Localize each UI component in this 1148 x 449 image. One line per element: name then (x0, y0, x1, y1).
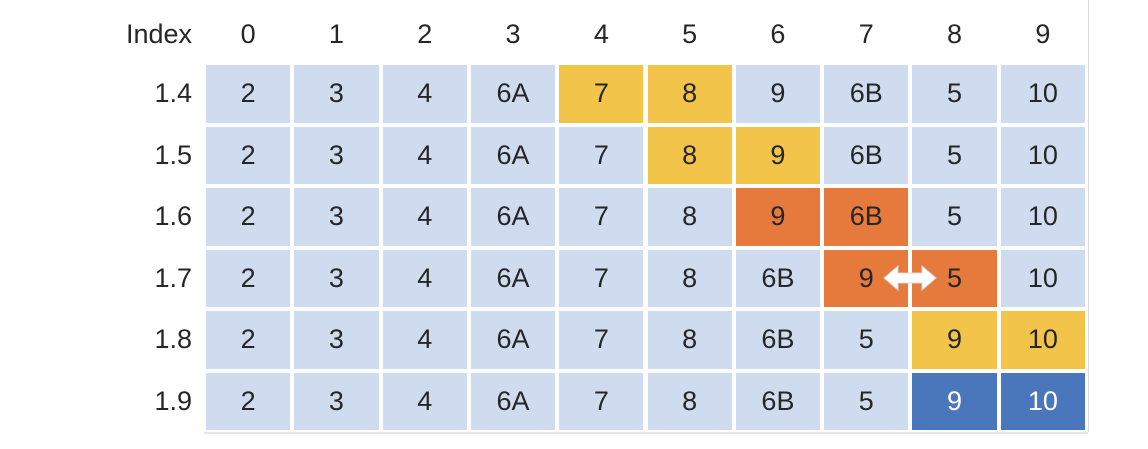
array-cell: 10 (998, 309, 1087, 371)
array-cell: 3 (292, 309, 381, 371)
array-cell: 8 (645, 63, 734, 125)
array-cell: 6B (822, 63, 911, 125)
column-index-header: 9 (1035, 18, 1051, 49)
column-index-header: 1 (328, 18, 344, 49)
array-cell: 7 (557, 309, 646, 371)
frame-right-edge (1088, 0, 1089, 432)
row-step-label: 1.4 (154, 78, 192, 109)
row-step-label: 1.6 (154, 201, 192, 232)
column-index-header: 5 (682, 18, 698, 49)
array-cell: 5 (910, 124, 999, 186)
array-cell: 4 (380, 247, 469, 309)
array-cell: 7 (557, 63, 646, 125)
index-header-label: Index (125, 18, 192, 49)
array-cell: 8 (645, 309, 734, 371)
array-cell: 6B (733, 370, 823, 432)
column-index-header: 7 (858, 18, 874, 49)
array-cell: 6B (822, 186, 911, 248)
array-cell: 5 (822, 309, 911, 371)
row-step-label: 1.9 (154, 385, 192, 416)
array-cell: 2 (204, 124, 293, 186)
array-cell: 7 (557, 124, 646, 186)
array-cell: 6A (468, 124, 558, 186)
array-cell: 6A (468, 186, 558, 248)
array-cell: 2 (204, 247, 293, 309)
column-index-header: 2 (417, 18, 433, 49)
array-cell: 5 (822, 370, 911, 432)
array-cell: 2 (204, 370, 293, 432)
array-cell: 10 (998, 124, 1087, 186)
row-step-label: 1.7 (154, 262, 192, 293)
array-cell: 5 (910, 186, 999, 248)
array-cell: 10 (998, 370, 1087, 432)
array-cell: 6B (822, 124, 911, 186)
array-cell: 6B (733, 309, 823, 371)
array-cell: 4 (380, 370, 469, 432)
array-cell: 9 (733, 124, 823, 186)
array-cell: 2 (204, 186, 293, 248)
array-cell: 7 (557, 247, 646, 309)
array-cell: 6A (468, 370, 558, 432)
column-index-header: 8 (947, 18, 963, 49)
array-cell: 10 (998, 186, 1087, 248)
array-cell: 9 (733, 63, 823, 125)
array-cell: 9 (822, 247, 911, 309)
array-cell: 7 (557, 370, 646, 432)
array-cell: 4 (380, 63, 469, 125)
array-cell: 9 (910, 370, 999, 432)
array-cell: 3 (292, 124, 381, 186)
row-step-label: 1.8 (154, 324, 192, 355)
array-cell: 9 (910, 309, 999, 371)
array-cell: 10 (998, 247, 1087, 309)
array-cell: 8 (645, 124, 734, 186)
array-cell: 2 (204, 309, 293, 371)
column-index-header: 6 (770, 18, 786, 49)
array-cell: 4 (380, 186, 469, 248)
row-step-label: 1.5 (154, 139, 192, 170)
array-cell: 3 (292, 370, 381, 432)
array-cell: 8 (645, 247, 734, 309)
array-cell: 8 (645, 370, 734, 432)
column-index-header: 3 (505, 18, 521, 49)
array-cell: 10 (998, 63, 1087, 125)
column-index-header: 4 (593, 18, 609, 49)
array-cell: 3 (292, 63, 381, 125)
array-cell: 6A (468, 309, 558, 371)
grid-bottom-shadow (204, 432, 1088, 434)
array-cell: 8 (645, 186, 734, 248)
array-cell: 6A (468, 247, 558, 309)
array-cell: 7 (557, 186, 646, 248)
array-cell: 6B (733, 247, 823, 309)
array-cell: 4 (380, 309, 469, 371)
array-cell: 5 (910, 63, 999, 125)
array-cell: 3 (292, 247, 381, 309)
column-index-header: 0 (240, 18, 256, 49)
array-cell: 4 (380, 124, 469, 186)
array-cell: 9 (733, 186, 823, 248)
array-cell: 2 (204, 63, 293, 125)
array-cell: 3 (292, 186, 381, 248)
array-cell: 6A (468, 63, 558, 125)
array-cell: 5 (910, 247, 999, 309)
